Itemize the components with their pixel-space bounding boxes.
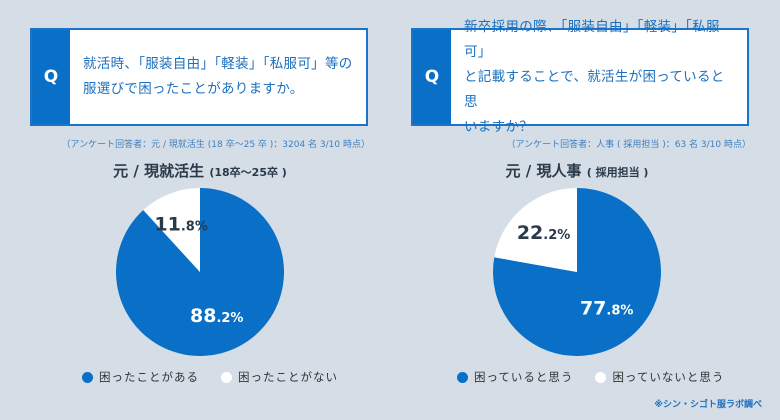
survey-note: （アンケート回答者：元 / 現就活生 (18 卒〜25 卒 )：3204 名 3… (61, 140, 370, 150)
legend-item: 困ったことがある (82, 369, 199, 385)
pie-slice (494, 188, 577, 272)
pie-slice (143, 188, 200, 272)
value-label: 22.2% (517, 222, 570, 244)
question-text: 新卒採用の際、「服装自由」「軽装」「私服可」 と記載することで、就活生が困ってい… (464, 18, 725, 135)
legend-dot-white (221, 371, 232, 383)
q-label: Q (413, 30, 451, 124)
pie-chart-right: 77.8% 22.2% (493, 188, 661, 356)
legend-dot-blue (457, 371, 468, 383)
legend-item: 困ったことがない (221, 369, 338, 385)
legend-dot-white (595, 371, 607, 383)
title-main: 元 / 現就活生 (113, 162, 205, 180)
title-main: 元 / 現人事 (505, 162, 582, 180)
legend-item: 困っていないと思う (595, 369, 724, 385)
value-label: 88.2% (190, 305, 243, 327)
title-sub: ( 採用担当 ) (586, 166, 649, 179)
question-box-right: Q 新卒採用の際、「服装自由」「軽装」「私服可」 と記載することで、就活生が困っ… (411, 18, 749, 135)
question-text: 就活時、「服装自由」「軽装」「私服可」等の 服選びで困ったことがありますか。 (83, 56, 353, 97)
legend-label: 困ったことがない (238, 370, 338, 384)
survey-note: （アンケート回答者：人事 ( 採用担当 )：63 名 3/10 時点） (506, 140, 752, 150)
legend-label: 困ったことがある (99, 370, 199, 384)
value-label: 77.8% (580, 297, 633, 319)
source-credit: ※シン・シゴト服ラボ調べ (654, 400, 762, 410)
legend-label: 困っていないと思う (612, 370, 725, 384)
legend-left: 困ったことがある 困ったことがない (82, 369, 360, 385)
question-box-left: Q 就活時、「服装自由」「軽装」「私服可」等の 服選びで困ったことがありますか。 (30, 28, 368, 126)
legend-dot-blue (82, 371, 93, 383)
q-label: Q (32, 30, 70, 124)
legend-right: 困っていると思う 困っていないと思う (457, 369, 746, 385)
chart-title: 元 / 現人事 ( 採用担当 ) (477, 160, 677, 181)
pie-chart-left: 88.2% 11.8% (115, 188, 284, 356)
title-sub: (18卒〜25卒 ) (209, 166, 287, 179)
legend-item: 困っていると思う (457, 369, 573, 385)
chart-title: 元 / 現就活生 (18卒〜25卒 ) (100, 160, 300, 181)
value-label: 11.8% (154, 213, 207, 235)
legend-label: 困っていると思う (474, 370, 574, 384)
pie-slice (115, 188, 284, 356)
